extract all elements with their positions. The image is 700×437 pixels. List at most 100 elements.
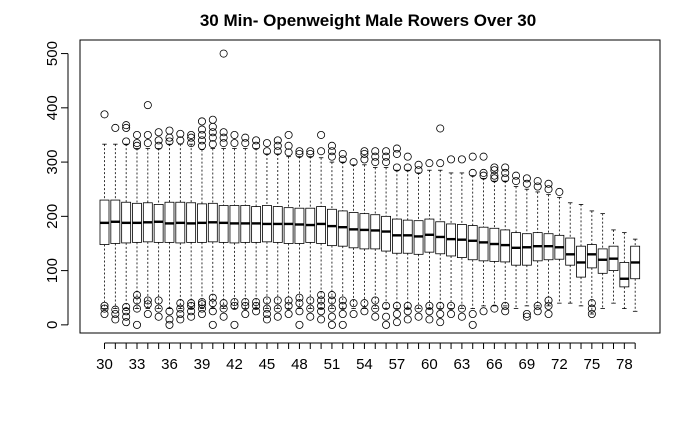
x-tick-label: 48 (291, 356, 308, 373)
outlier-point (284, 301, 293, 310)
box-age-48 (294, 147, 305, 329)
box-age-63 (456, 155, 467, 321)
y-tick-label: 200 (44, 204, 61, 229)
outlier-point (295, 149, 304, 158)
outlier-point (176, 129, 185, 138)
box-iqr (359, 213, 370, 250)
outlier-point (382, 320, 391, 329)
outlier-point (154, 296, 163, 305)
outlier-point (197, 130, 206, 139)
outlier-point (317, 130, 326, 139)
box-age-34 (142, 101, 153, 319)
outlier-point (219, 299, 228, 308)
outlier-point (436, 159, 445, 168)
outlier-point (273, 147, 282, 156)
outlier-point (284, 141, 293, 150)
outlier-point (143, 139, 152, 148)
box-age-49 (305, 147, 316, 321)
outlier-point (187, 312, 196, 321)
y-tick-label: 400 (44, 95, 61, 120)
outlier-point (262, 315, 271, 324)
outlier-point (392, 310, 401, 319)
outlier-point (132, 304, 141, 313)
outlier-point (425, 307, 434, 316)
outlier-point (327, 141, 336, 150)
box-iqr (521, 233, 532, 266)
outlier-point (338, 149, 347, 158)
box-age-58 (402, 152, 413, 324)
outlier-point (111, 305, 120, 314)
outlier-point (501, 307, 510, 316)
outlier-point (122, 318, 131, 327)
box-age-55 (370, 147, 381, 321)
outlier-point (154, 304, 163, 313)
outlier-point (262, 147, 271, 156)
outlier-point (230, 298, 239, 307)
x-tick-label: 75 (584, 356, 601, 373)
box-age-56 (381, 147, 391, 329)
outlier-point (501, 301, 510, 310)
outlier-point (122, 312, 131, 321)
outlier-point (100, 301, 109, 310)
box-age-77 (608, 229, 619, 304)
outlier-point (403, 307, 412, 316)
outlier-point (544, 310, 553, 319)
outlier-point (197, 300, 206, 309)
outlier-point (306, 312, 315, 321)
box-age-65 (478, 152, 489, 316)
outlier-point (230, 130, 239, 139)
outlier-point (382, 301, 391, 310)
outlier-point (317, 291, 326, 300)
outlier-point (143, 310, 152, 319)
outlier-point (187, 130, 196, 139)
outlier-point (512, 177, 521, 186)
box-age-74 (576, 204, 586, 307)
outlier-point (360, 147, 369, 156)
outlier-point (349, 310, 358, 319)
outlier-point (219, 304, 228, 313)
x-tick-label: 45 (259, 356, 276, 373)
outlier-point (317, 307, 326, 316)
outlier-point (219, 139, 228, 148)
outlier-point (241, 301, 250, 310)
outlier-point (425, 315, 434, 324)
outlier-point (100, 304, 109, 313)
outlier-point (533, 301, 542, 310)
outlier-point (425, 301, 434, 310)
outlier-point (587, 310, 596, 319)
outlier-point (143, 296, 152, 305)
outlier-point (360, 299, 369, 308)
box-iqr (370, 214, 381, 250)
outlier-point (544, 301, 553, 310)
box-age-69 (521, 174, 532, 321)
outlier-point (414, 160, 423, 169)
outlier-point (317, 296, 326, 305)
outlier-point (295, 293, 304, 302)
outlier-point (392, 149, 401, 158)
outlier-point (176, 315, 185, 324)
outlier-point (490, 304, 499, 313)
outlier-point (262, 296, 271, 305)
outlier-point (327, 147, 336, 156)
box-iqr (402, 219, 413, 254)
outlier-point (230, 301, 239, 310)
outlier-point (154, 141, 163, 150)
x-tick-label: 78 (616, 356, 633, 373)
outlier-point (447, 310, 456, 319)
outlier-point (219, 133, 228, 142)
x-axis: 30 33 36 39 42 45 48 51 54 57 60 63 66 69 72 75 78 (96, 342, 636, 373)
outlier-point (252, 298, 261, 307)
outlier-point (327, 312, 336, 321)
outlier-point (327, 320, 336, 329)
outlier-point (100, 110, 109, 119)
outlier-point (143, 300, 152, 309)
x-tick-label: 36 (161, 356, 178, 373)
outlier-point (111, 123, 120, 132)
box-age-60 (424, 159, 435, 324)
outlier-point (197, 298, 206, 307)
outlier-point (111, 315, 120, 324)
box-iqr (478, 226, 489, 262)
outlier-point (533, 182, 542, 191)
x-tick-label: 54 (356, 356, 373, 373)
outlier-point (165, 307, 174, 316)
